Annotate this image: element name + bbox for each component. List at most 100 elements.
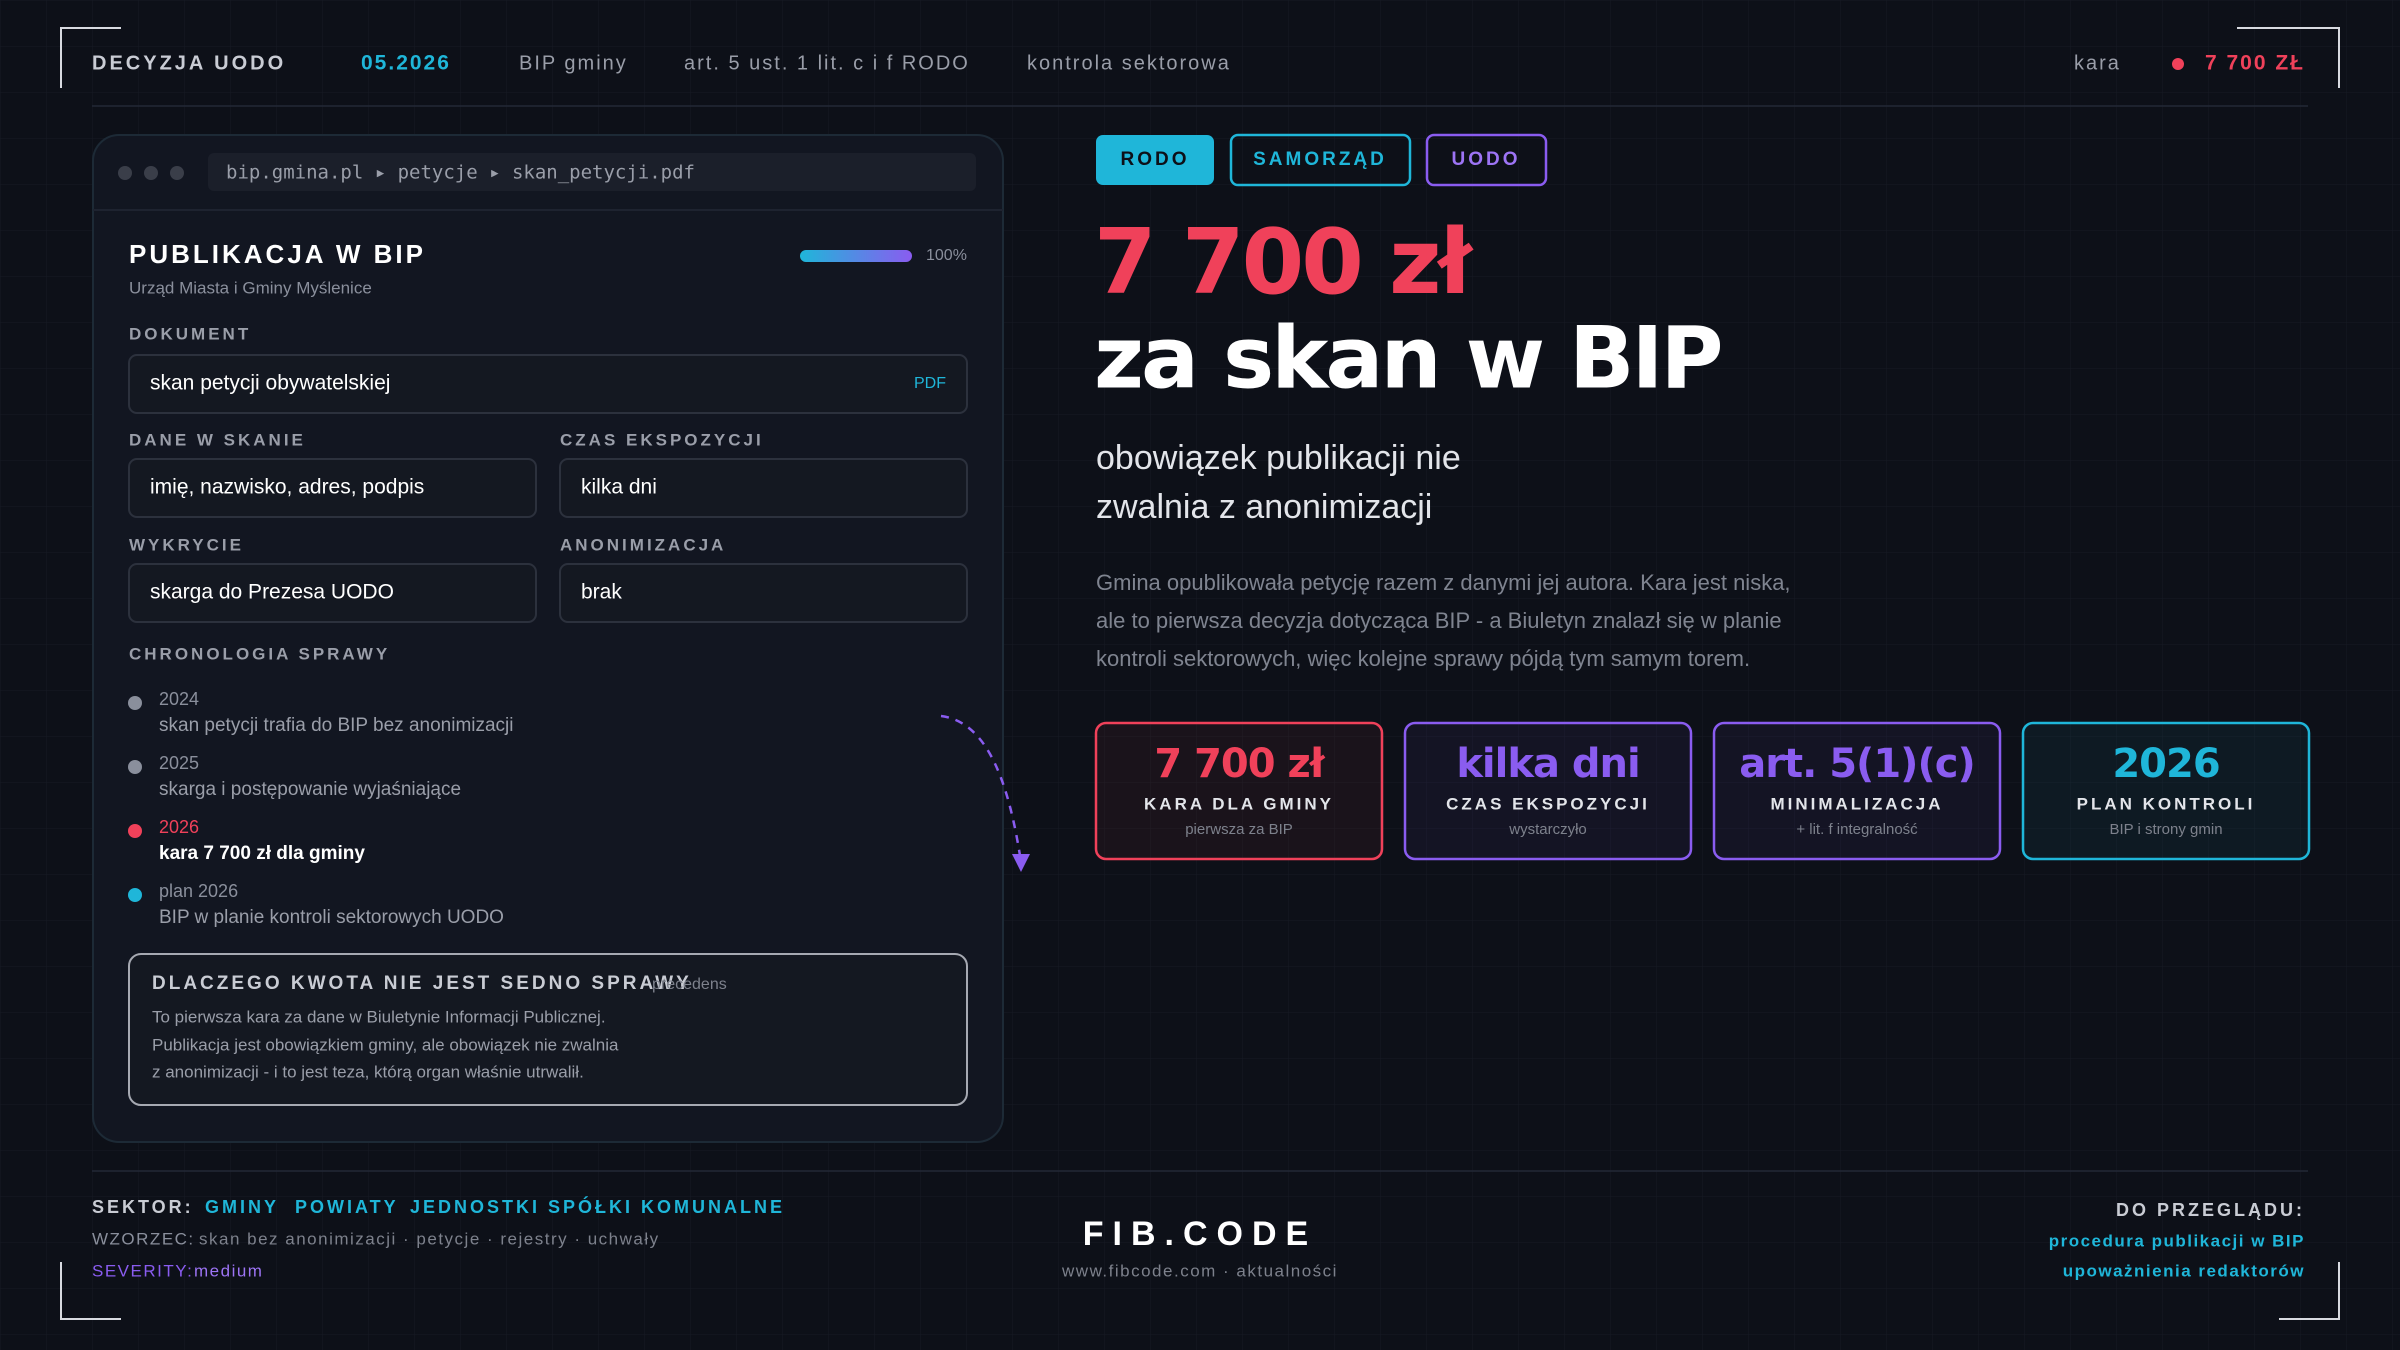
window-dot <box>144 166 158 180</box>
review-item[interactable]: upoważnienia redaktorów <box>2063 1261 2305 1280</box>
progress-bar <box>800 250 912 262</box>
stat-card <box>2021 721 2311 861</box>
timeline-year: 2025 <box>159 753 199 773</box>
progress-label: 100% <box>926 247 967 264</box>
field-value: kilka dni <box>581 476 657 499</box>
timeline-text: skan petycji trafia do BIP bez anonimiza… <box>159 715 514 736</box>
note-title: DLACZEGO KWOTA NIE JEST SEDNO SPRAWY <box>152 973 692 994</box>
window-dot <box>118 166 132 180</box>
field-box <box>128 458 537 518</box>
stat-value: 2026 <box>2112 741 2219 787</box>
note-line: To pierwsza kara za dane w Biuletynie In… <box>152 1007 606 1026</box>
tag <box>1229 133 1412 187</box>
field-value: skan petycji obywatelskiej <box>150 372 390 395</box>
sector: POWIATY <box>295 1197 399 1217</box>
timeline-text: BIP w planie kontroli sektorowych UODO <box>159 907 504 928</box>
sector-label: SEKTOR: <box>92 1197 194 1217</box>
review-item[interactable]: procedura publikacji w BIP <box>2049 1231 2305 1250</box>
field-value: brak <box>581 581 622 604</box>
timeline-dot <box>128 760 142 774</box>
stat-sub: wystarczyło <box>1508 821 1587 838</box>
field-badge: PDF <box>914 375 946 392</box>
note-box <box>128 953 968 1106</box>
severity: medium <box>194 1261 263 1280</box>
hero-paragraph: kontroli sektorowych, więc kolejne spraw… <box>1096 646 1750 671</box>
hero-paragraph: Gmina opublikowała petycję razem z danym… <box>1096 570 1791 595</box>
timeline-year: 2024 <box>159 689 199 709</box>
panel-title: PUBLIKACJA W BIP <box>129 239 426 269</box>
header-item: art. 5 ust. 1 lit. c i f RODO <box>684 52 970 74</box>
timeline: 2024 skan petycji trafia do BIP bez anoni… <box>128 689 514 928</box>
fields: DANE W SKANIE imię, nazwisko, adres, podp… <box>128 430 968 623</box>
tag <box>1425 133 1548 187</box>
header-date: 05.2026 <box>361 52 451 75</box>
timeline-text: skarga i postępowanie wyjaśniające <box>159 779 461 800</box>
header-item: BIP gminy <box>519 52 628 74</box>
stat-value: kilka dni <box>1456 741 1639 787</box>
note-tag: precedens <box>652 976 727 993</box>
tag-label: SAMORZĄD <box>1253 149 1387 170</box>
panel-subtitle: Urząd Miasta i Gminy Myślenice <box>129 278 372 297</box>
hero-subtitle: obowiązek publikacji nie <box>1096 439 1461 477</box>
hero-headline: za skan w BIP <box>1094 308 1721 408</box>
stat-label: PLAN KONTROLI <box>2077 794 2256 813</box>
field-label: DOKUMENT <box>129 324 251 343</box>
tag-label: RODO <box>1121 149 1190 170</box>
field-value: skarga do Prezesa UODO <box>150 581 394 604</box>
timeline-year: plan 2026 <box>159 881 238 901</box>
field-box <box>128 354 968 414</box>
header-item: kontrola sektorowa <box>1027 52 1231 74</box>
stat-label: CZAS EKSPOZYCJI <box>1446 794 1650 813</box>
field-label: DANE W SKANIE <box>129 430 306 449</box>
timeline-dot <box>128 824 142 838</box>
field-box <box>559 563 968 623</box>
pattern-label: WZORZEC: <box>92 1229 195 1248</box>
timeline-text: kara 7 700 zł dla gminy <box>159 843 365 864</box>
field-box <box>128 563 537 623</box>
arrow <box>940 714 1023 863</box>
stat-card <box>1712 721 2002 861</box>
corner-brackets <box>60 27 2340 1320</box>
stat-card <box>1403 721 1693 861</box>
tag <box>1096 135 1214 185</box>
sector: SPÓŁKI KOMUNALNE <box>548 1196 785 1217</box>
hero-subtitle: zwalnia z anonimizacji <box>1096 488 1432 526</box>
hero-paragraph: ale to pierwsza decyzja dotycząca BIP - … <box>1096 608 1782 633</box>
stat-value: 7 700 zł <box>1154 741 1325 787</box>
hero-amount: 7 700 zł <box>1094 210 1475 315</box>
timeline-dot <box>128 696 142 710</box>
stat-sub: pierwsza za BIP <box>1185 821 1293 838</box>
stats: 7 700 zł KARA DLA GMINY pierwsza za BIP kil… <box>1094 721 2311 861</box>
timeline-dot <box>128 888 142 902</box>
field-value: imię, nazwisko, adres, podpis <box>150 476 424 499</box>
stat-label: MINIMALIZACJA <box>1770 794 1943 813</box>
field-label: ANONIMIZACJA <box>560 535 726 554</box>
note-line: Publikacja jest obowiązkiem gminy, ale o… <box>152 1035 619 1054</box>
stat-card <box>1094 721 1384 861</box>
window-dot <box>170 166 184 180</box>
fine-dot <box>2172 58 2184 70</box>
timeline-title: CHRONOLOGIA SPRAWY <box>129 644 390 663</box>
severity-label: SEVERITY: <box>92 1261 193 1280</box>
stat-sub: BIP i strony gmin <box>2109 821 2222 838</box>
header-fine: 7 700 ZŁ <box>2205 52 2305 75</box>
brand-sub: www.fibcode.com · aktualności <box>1061 1261 1338 1280</box>
sector: JEDNOSTKI <box>410 1197 540 1217</box>
url: bip.gmina.pl ▸ petycje ▸ skan_petycji.pd… <box>226 162 695 184</box>
timeline-year: 2026 <box>159 817 199 837</box>
header-fine-label: kara <box>2074 52 2121 74</box>
field-box <box>559 458 968 518</box>
header-title: DECYZJA UODO <box>92 52 286 74</box>
brand: FIB.CODE <box>1083 1215 1317 1253</box>
field-label: WYKRYCIE <box>129 535 244 554</box>
arrow-head <box>1012 854 1030 872</box>
review-label: DO PRZEGLĄDU: <box>2116 1200 2305 1220</box>
tag-label: UODO <box>1452 149 1521 170</box>
field-label: CZAS EKSPOZYCJI <box>560 430 764 449</box>
stat-value: art. 5(1)(c) <box>1739 741 1974 787</box>
stat-label: KARA DLA GMINY <box>1144 794 1334 813</box>
stat-sub: + lit. f integralność <box>1796 821 1918 838</box>
pattern: skan bez anonimizacji · petycje · rejest… <box>199 1229 660 1248</box>
note-line: z anonimizacji - i to jest teza, którą o… <box>152 1062 584 1081</box>
